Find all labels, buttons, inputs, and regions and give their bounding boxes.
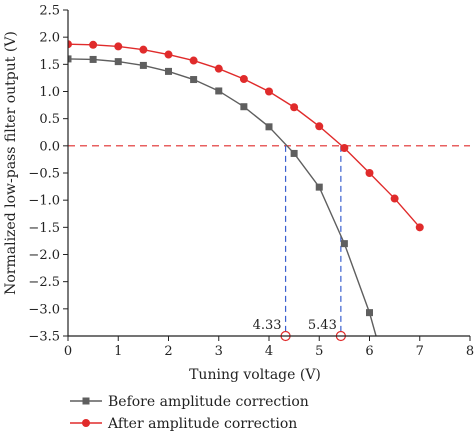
- y-tick-label: −2.0: [28, 248, 60, 263]
- y-tick-label: −1.0: [28, 194, 60, 209]
- x-tick-label: 3: [215, 344, 223, 359]
- data-point: [164, 50, 173, 59]
- data-point: [366, 309, 373, 317]
- x-tick-label: 5: [315, 344, 323, 359]
- data-point: [239, 75, 248, 84]
- y-tick-label: −3.0: [28, 302, 60, 317]
- plot-area: 4.33 5.43: [68, 40, 470, 342]
- x-tick-label: 0: [64, 344, 72, 359]
- data-point: [165, 67, 172, 75]
- y-tick-label: 1.5: [39, 58, 60, 73]
- data-point: [290, 149, 298, 157]
- data-point: [215, 87, 223, 95]
- data-point: [290, 103, 299, 112]
- data-point: [190, 76, 198, 84]
- y-tick-label: 1.0: [39, 85, 60, 100]
- y-axis-title: Normalized low-pass filter output (V): [3, 31, 19, 295]
- x-tick-label: 6: [365, 344, 373, 359]
- data-point: [315, 183, 323, 191]
- data-point: [89, 55, 97, 63]
- data-point: [265, 87, 273, 96]
- data-point: [415, 223, 424, 232]
- data-point: [240, 103, 248, 111]
- x-axis-title: Tuning voltage (V): [189, 367, 321, 383]
- data-point: [214, 64, 223, 73]
- series-1: [68, 40, 424, 232]
- x-tick-label: 8: [466, 344, 474, 359]
- data-point: [390, 194, 399, 203]
- legend: Before amplitude correction After amplitu…: [70, 394, 309, 432]
- x-tick-label: 7: [416, 344, 424, 359]
- y-tick-label: −3.5: [28, 330, 60, 345]
- data-point: [114, 42, 123, 51]
- x-tick-label: 4: [265, 344, 273, 359]
- annotation-label-1: 5.43: [308, 318, 337, 333]
- data-point: [340, 240, 348, 248]
- legend-marker-1: [82, 419, 90, 427]
- data-point: [189, 56, 198, 65]
- data-point: [340, 144, 349, 153]
- x-tick-label: 1: [114, 344, 122, 359]
- data-point: [139, 61, 147, 69]
- data-point: [114, 58, 122, 66]
- annotation-label-0: 4.33: [253, 318, 282, 333]
- data-point: [89, 40, 98, 49]
- data-point: [315, 122, 324, 131]
- y-tick-label: −0.5: [28, 167, 60, 182]
- series-line-0: [68, 58, 377, 336]
- y-tick-label: 0.0: [39, 139, 60, 154]
- data-point: [68, 40, 72, 49]
- data-point: [365, 169, 374, 177]
- y-tick-label: −2.5: [28, 275, 60, 290]
- legend-label-1: After amplitude correction: [107, 416, 297, 432]
- y-tick-label: 0.5: [39, 112, 60, 127]
- series-0: [68, 55, 377, 336]
- x-tick-label: 2: [164, 344, 172, 359]
- data-point: [139, 45, 148, 54]
- data-point: [68, 55, 72, 63]
- series-line-1: [68, 43, 421, 228]
- legend-marker-0: [82, 397, 90, 405]
- y-tick-label: −1.5: [28, 221, 60, 236]
- y-tick-label: 2.0: [39, 31, 60, 46]
- y-tick-label: 2.5: [39, 4, 60, 19]
- legend-label-0: Before amplitude correction: [108, 394, 309, 410]
- data-point: [265, 123, 273, 131]
- axes: 0 1 2 3 4 5 6 7 8 2.5 2.0 1.5 1.0 0.5 0.0 −0.5 −1.0 −1.5 −…: [3, 4, 474, 384]
